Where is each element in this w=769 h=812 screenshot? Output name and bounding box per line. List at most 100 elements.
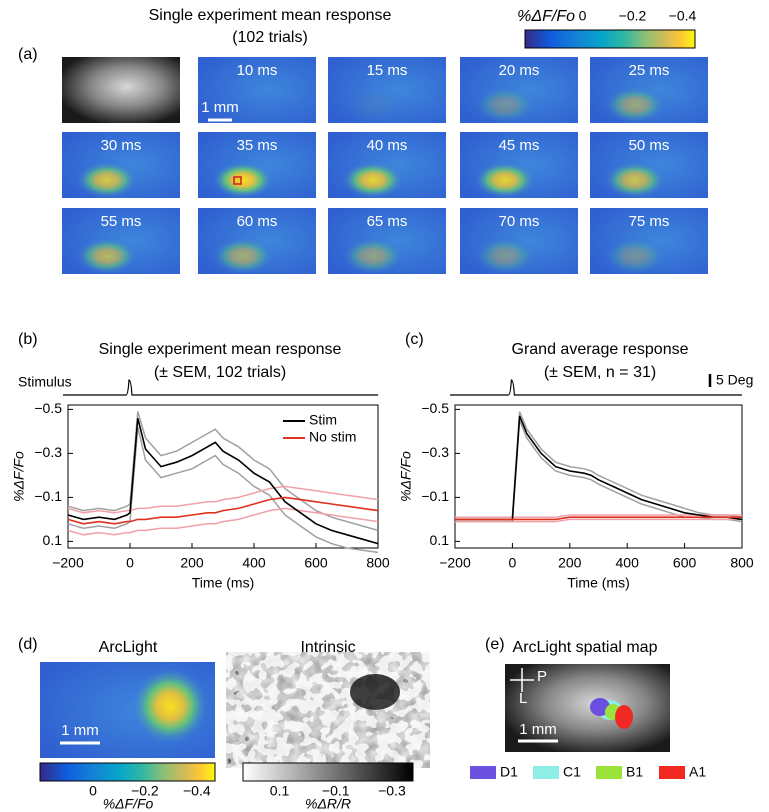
panel-label: (b) [18, 331, 38, 348]
colorbar-tick-label: −0.4 [183, 783, 211, 799]
y-tick-label: −0.5 [421, 400, 449, 416]
chart-subtitle: (± SEM, n = 31) [544, 364, 656, 381]
legend-swatch [533, 766, 559, 779]
y-tick-label: −0.1 [34, 488, 62, 504]
response-blob [343, 162, 403, 198]
scale-label: 1 mm [201, 99, 239, 116]
frame-label: 65 ms [367, 213, 408, 230]
x-tick-label: 0 [509, 555, 517, 571]
stimulus-trace [63, 379, 378, 396]
legend-swatch [659, 766, 685, 779]
colorbar-tick-label: −0.4 [669, 8, 697, 24]
x-axis-label: Time (ms) [567, 575, 629, 591]
y-tick-label: −0.1 [421, 488, 449, 504]
x-tick-label: 600 [304, 555, 328, 571]
scale-label: 5 Deg [716, 372, 753, 388]
colorbar [524, 29, 696, 49]
response-blob [213, 162, 273, 198]
response-blob [475, 162, 535, 198]
sem-lower [455, 518, 742, 523]
x-tick-label: 0 [126, 555, 134, 571]
x-tick-label: −200 [439, 555, 471, 571]
colorbar-label: %ΔF/Fo [517, 8, 575, 25]
response-blob [475, 238, 535, 274]
subtitle: (102 trials) [232, 29, 308, 46]
chart-title: Single experiment mean response [99, 341, 342, 358]
sem-upper [455, 411, 743, 518]
response-blob [475, 87, 535, 123]
orientation-label: L [519, 690, 527, 707]
response-blob [343, 238, 403, 274]
frame-label: 25 ms [629, 62, 670, 79]
frame-label: 20 ms [499, 62, 540, 79]
frame-label: 10 ms [237, 62, 278, 79]
frame-label: 40 ms [367, 137, 408, 154]
y-tick-label: 0.1 [430, 532, 450, 548]
intrinsic-image [243, 662, 413, 758]
response-blob [343, 87, 403, 123]
colorbar-label: %ΔR/R [305, 796, 351, 812]
y-tick-label: −0.3 [34, 444, 62, 460]
legend-label: B1 [626, 764, 643, 780]
sem-lower [67, 507, 379, 536]
sem-lower [455, 420, 743, 523]
frame-label: 45 ms [499, 137, 540, 154]
series-line [455, 516, 742, 521]
y-tick-label: −0.3 [421, 444, 449, 460]
legend-label: Stim [309, 412, 337, 428]
x-tick-label: 400 [616, 555, 640, 571]
panel-label: (e) [485, 636, 505, 653]
series-line [67, 496, 379, 525]
chart-subtitle: (± SEM, 102 trials) [154, 364, 286, 381]
y-tick-label: 0.1 [43, 532, 63, 548]
y-tick-label: −0.5 [34, 400, 62, 416]
plot-frame [67, 404, 379, 549]
spatial-map-image [505, 664, 670, 752]
sem-lower [67, 426, 379, 554]
image-title: ArcLight [99, 639, 158, 656]
x-tick-label: 800 [730, 555, 754, 571]
colorbar [39, 762, 216, 782]
roi-marker [233, 176, 242, 185]
response-blob [77, 238, 137, 274]
sem-upper [455, 514, 742, 518]
scale-label: 1 mm [61, 722, 99, 739]
x-tick-label: −200 [52, 555, 84, 571]
x-tick-label: 200 [180, 555, 204, 571]
x-tick-label: 800 [366, 555, 390, 571]
scale-label: 1 mm [519, 721, 557, 738]
colorbar-tick-label: 0.1 [270, 783, 290, 799]
panel-label: (a) [18, 46, 38, 63]
colorbar-tick-label: −0.1 [322, 783, 350, 799]
frame-label: 30 ms [101, 137, 142, 154]
series-line [67, 418, 379, 545]
response-blob [77, 162, 137, 198]
frame-label: 35 ms [237, 137, 278, 154]
colorbar-label: %ΔF/Fo [103, 796, 154, 812]
chart-title: Grand average response [512, 341, 689, 358]
response-blob [213, 238, 273, 274]
response-blob [605, 238, 665, 274]
panel-label: (c) [405, 331, 424, 348]
region-a1 [615, 705, 633, 729]
panel-label: (d) [18, 636, 38, 653]
x-tick-label: 600 [673, 555, 697, 571]
image-title: ArcLight spatial map [513, 639, 658, 656]
legend-swatch [596, 766, 622, 779]
colorbar-tick-label: −0.2 [619, 8, 647, 24]
x-tick-label: 200 [558, 555, 582, 571]
sem-upper [67, 485, 379, 514]
x-axis-label: Time (ms) [192, 575, 254, 591]
sem-upper [67, 411, 379, 532]
frame-label: 50 ms [629, 137, 670, 154]
colorbar [242, 762, 414, 782]
frame-image [198, 57, 316, 123]
stimulus-label: Stimulus [18, 374, 72, 390]
series-line [455, 415, 743, 521]
legend-label: C1 [563, 764, 581, 780]
legend-swatch [470, 766, 496, 779]
frame-label: 55 ms [101, 213, 142, 230]
legend-label: A1 [689, 764, 706, 780]
legend-label: No stim [309, 429, 356, 445]
plot-frame [454, 404, 743, 549]
